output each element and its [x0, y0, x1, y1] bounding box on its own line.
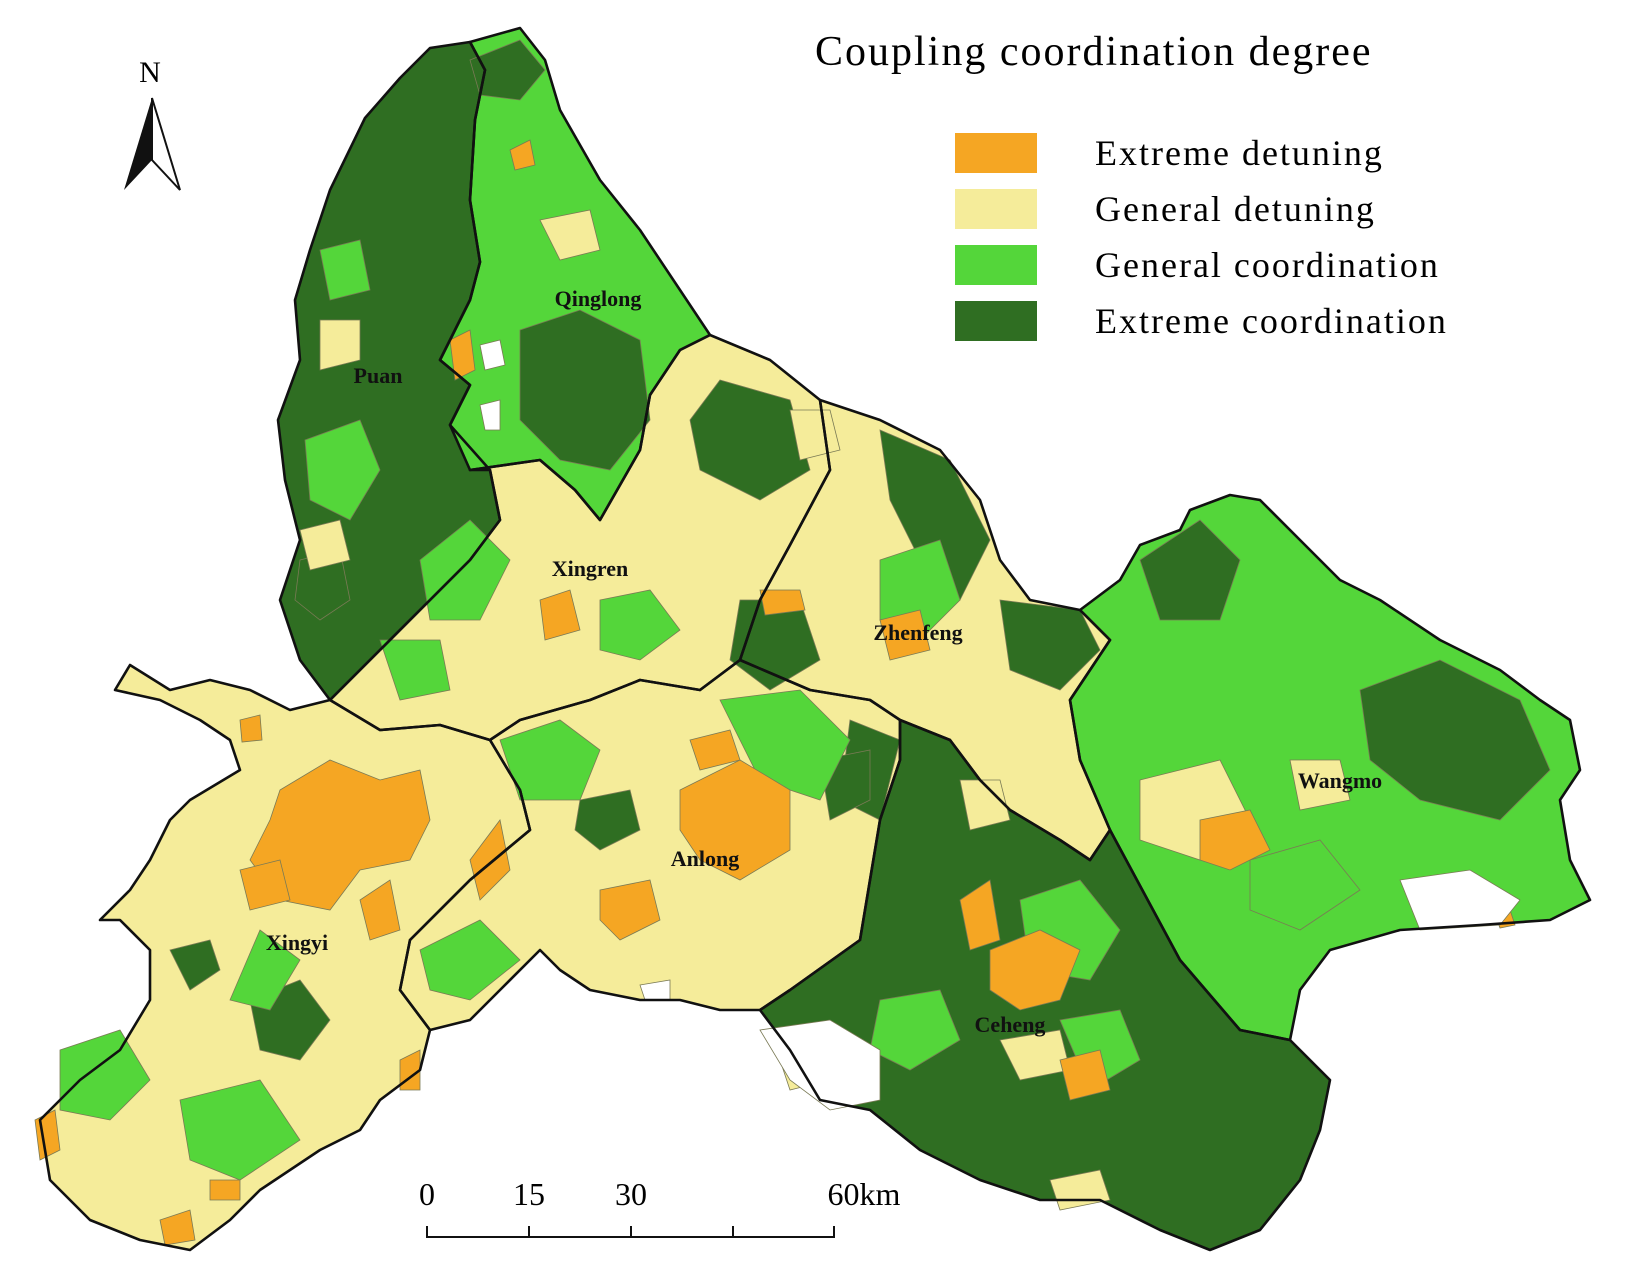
legend-title: Coupling coordination degree [815, 29, 1373, 75]
patch [719, 689, 851, 801]
north-arrow: N [124, 56, 181, 191]
patch [209, 1179, 241, 1201]
county-label-zhenfeng: Zhenfeng [873, 620, 962, 645]
patch [499, 719, 601, 801]
patch [689, 379, 811, 501]
patch [879, 609, 931, 661]
scale-tick-30: 30 [615, 1176, 647, 1212]
patch [359, 879, 401, 941]
patch [159, 1209, 196, 1246]
patch [169, 939, 221, 991]
legend-label-extreme-coordination: Extreme coordination [1095, 301, 1448, 341]
patch [469, 39, 546, 101]
patch [239, 714, 263, 743]
patch [1249, 839, 1361, 931]
patch [959, 779, 1011, 831]
patch [689, 729, 741, 771]
patch [574, 789, 641, 851]
north-arrow-icon [124, 98, 152, 190]
patch [759, 589, 806, 616]
patch [319, 319, 361, 371]
patch [1399, 869, 1521, 931]
county-label-puan: Puan [354, 363, 403, 388]
patch [419, 919, 521, 1001]
patch [539, 209, 601, 261]
patch [599, 589, 681, 661]
scale-bar: 0 15 30 60km [419, 1176, 901, 1238]
patch [599, 879, 661, 941]
legend-swatch-general-coordination [955, 245, 1037, 285]
legend: Coupling coordination degree Extreme det… [815, 29, 1448, 341]
patch [1359, 659, 1551, 821]
patch [479, 339, 506, 371]
patch [519, 309, 651, 471]
patch [869, 989, 961, 1071]
county-label-ceheng: Ceheng [975, 1012, 1046, 1037]
patch [469, 819, 511, 901]
patch [679, 759, 791, 881]
legend-swatch-extreme-detuning [955, 133, 1037, 173]
county-boundaries [38, 26, 1592, 1252]
township-patches [34, 39, 1551, 1246]
legend-swatch-extreme-coordination [955, 301, 1037, 341]
patch [509, 139, 536, 171]
patch [1289, 759, 1351, 811]
patch [239, 859, 291, 911]
county-anlong-outline [398, 658, 902, 1032]
patch [419, 519, 511, 621]
patch [989, 929, 1081, 1011]
legend-label-general-coordination: General coordination [1095, 245, 1440, 285]
patch [479, 399, 501, 431]
patch [304, 419, 381, 521]
patch [229, 929, 301, 1011]
county-label-xingyi: Xingyi [266, 930, 328, 955]
scale-tick-15: 15 [513, 1176, 545, 1212]
legend-label-general-detuning: General detuning [1095, 189, 1376, 229]
patch [379, 639, 451, 701]
patch [1199, 809, 1271, 871]
north-label: N [139, 56, 161, 89]
county-ceheng-outline [758, 718, 1332, 1252]
patch [299, 519, 351, 571]
patch [449, 329, 476, 381]
county-label-wangmo: Wangmo [1298, 768, 1382, 793]
patch [1139, 519, 1241, 621]
county-xingyi-outline [38, 663, 532, 1252]
patch [249, 759, 431, 911]
patch [959, 879, 1001, 951]
scale-tick-60km: 60km [828, 1176, 901, 1212]
legend-label-extreme-detuning: Extreme detuning [1095, 133, 1384, 173]
legend-swatch-general-detuning [955, 189, 1037, 229]
patch [759, 1019, 881, 1111]
patch [319, 239, 371, 301]
patch [179, 1079, 301, 1181]
patch [539, 589, 581, 641]
county-label-qinglong: Qinglong [555, 286, 642, 311]
scale-tick-0: 0 [419, 1176, 435, 1212]
county-labels: Puan Qinglong Xingren Zhenfeng Wangmo Xingyi A… [266, 286, 1382, 1037]
county-label-anlong: Anlong [671, 846, 739, 871]
patch [1059, 1049, 1111, 1101]
county-label-xingren: Xingren [552, 556, 629, 581]
